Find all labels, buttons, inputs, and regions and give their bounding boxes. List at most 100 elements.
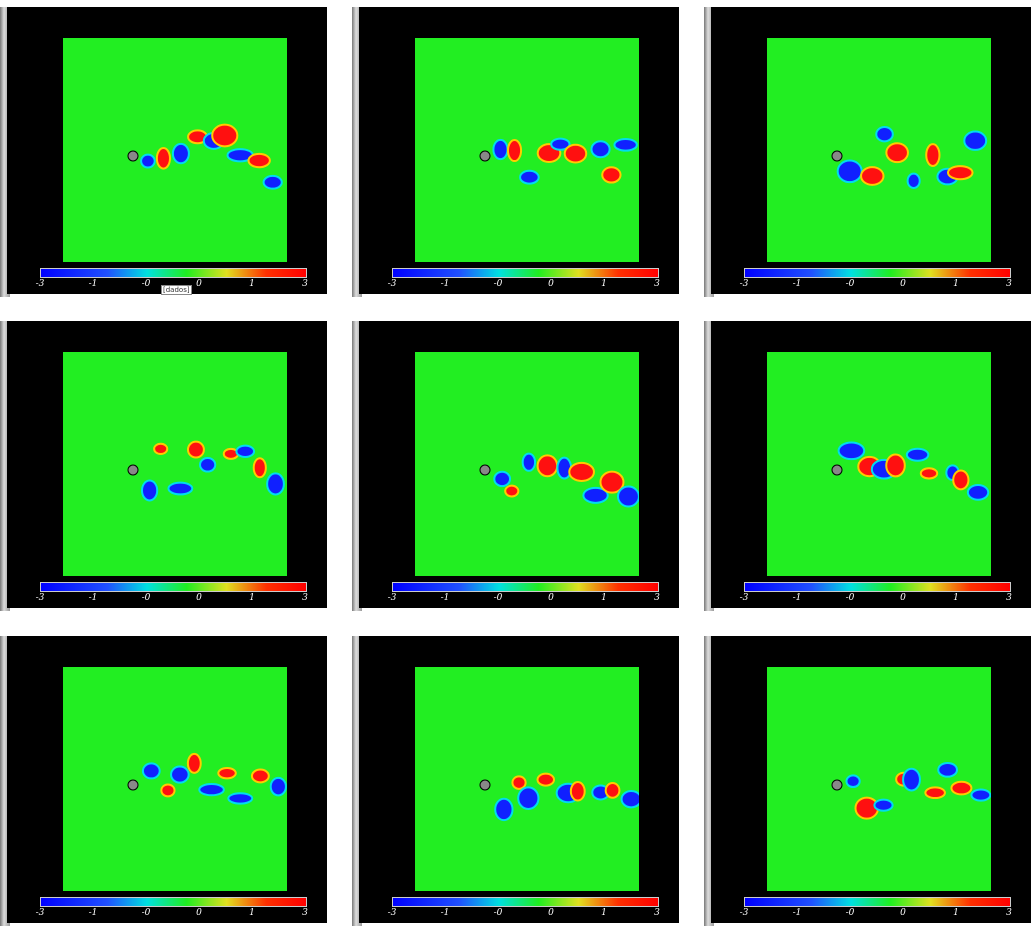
colorbar-tick-label: -0 (494, 593, 503, 603)
viewport: -3 -1 -0 0 1 3 (359, 636, 679, 923)
viewport: -3 -1 -0 0 1 3 (359, 7, 679, 294)
colorbar-tick-label: -3 (388, 279, 397, 289)
colorbar-tick-label: -0 (494, 908, 503, 918)
colorbar-tick-label: -3 (740, 908, 749, 918)
viz-panel: -3 -1 -0 0 1 3 (352, 636, 682, 926)
vortices (415, 667, 639, 891)
colorbar-tick-label: 3 (302, 593, 308, 603)
vortices (415, 352, 639, 576)
colorbar-tick-label: 3 (302, 908, 308, 918)
colorbar-tick-label: -3 (36, 908, 45, 918)
colorbar (392, 268, 659, 278)
colorbar-tick-label: 1 (249, 908, 255, 918)
colorbar (744, 268, 1011, 278)
vortices (63, 352, 287, 576)
colorbar (40, 897, 307, 907)
colorbar-tick-label: -1 (793, 279, 802, 289)
vortices (63, 38, 287, 262)
colorbar (40, 582, 307, 592)
colorbar-tick-label: 0 (196, 908, 202, 918)
colorbar-tick-label: -1 (89, 279, 98, 289)
colorbar (392, 582, 659, 592)
vortices (63, 667, 287, 891)
colorbar-tick-label: -0 (846, 279, 855, 289)
colorbar-tick-label: 1 (953, 279, 959, 289)
colorbar-tick-label: 3 (1006, 279, 1012, 289)
vorticity-field (767, 352, 991, 576)
vorticity-field (63, 38, 287, 262)
viewport: -3 -1 -0 0 1 3 (711, 7, 1031, 294)
colorbar-tick-label: 1 (249, 279, 255, 289)
colorbar-tick-label: 1 (601, 908, 607, 918)
colorbar-tick-label: 0 (196, 279, 202, 289)
colorbar-tick-label: 3 (654, 908, 660, 918)
colorbar-tick-label: 1 (601, 279, 607, 289)
viewport: -3 -1 -0 0 1 3 (711, 321, 1031, 608)
colorbar-tick-label: -0 (494, 279, 503, 289)
viewport: -3 -1 -0 0 1 3 (7, 636, 327, 923)
colorbar-tick-label: 0 (548, 279, 554, 289)
colorbar-tick-label: 0 (196, 593, 202, 603)
colorbar-tick-label: 1 (249, 593, 255, 603)
page: -3 -1 -0 0 1 3 [dados] -3 -1 -0 0 1 3 -3 -1 -0 0 1 3 -3 -1 -0… (0, 0, 1035, 918)
colorbar-tick-label: 3 (654, 279, 660, 289)
viewport: -3 -1 -0 0 1 3 (359, 321, 679, 608)
colorbar-tick-label: 0 (900, 593, 906, 603)
colorbar-tick-label: -3 (740, 593, 749, 603)
colorbar-tick-label: 0 (900, 908, 906, 918)
colorbar-tick-label: -0 (142, 908, 151, 918)
colorbar-tick-label: -1 (89, 593, 98, 603)
colorbar-tick-label: 3 (654, 593, 660, 603)
colorbar-tick-label: -0 (142, 279, 151, 289)
viz-panel: -3 -1 -0 0 1 3 (704, 321, 1034, 611)
colorbar-tick-label: -1 (793, 908, 802, 918)
vorticity-field (415, 352, 639, 576)
viz-panel: -3 -1 -0 0 1 3 [dados] (0, 7, 330, 297)
colorbar-tick-label: -0 (846, 593, 855, 603)
colorbar (744, 582, 1011, 592)
colorbar-tick-label: -0 (142, 593, 151, 603)
vorticity-field (63, 667, 287, 891)
vorticity-field (415, 667, 639, 891)
viz-panel: -3 -1 -0 0 1 3 (352, 7, 682, 297)
colorbar-tick-label: -3 (740, 279, 749, 289)
colorbar-tick-label: -3 (388, 593, 397, 603)
colorbar-tick-label: -3 (36, 279, 45, 289)
vortices (767, 38, 991, 262)
colorbar-tick-label: 1 (601, 593, 607, 603)
colorbar-tick-label: 3 (302, 279, 308, 289)
colorbar-tick-label: -1 (89, 908, 98, 918)
viz-panel: -3 -1 -0 0 1 3 (352, 321, 682, 611)
viz-panel: -3 -1 -0 0 1 3 (0, 636, 330, 926)
colorbar-tick-label: -0 (846, 908, 855, 918)
colorbar-tick-label: 1 (953, 908, 959, 918)
vorticity-field (415, 38, 639, 262)
colorbar-tick-label: -1 (793, 593, 802, 603)
colorbar (744, 897, 1011, 907)
vortices (415, 38, 639, 262)
vortices (767, 352, 991, 576)
colorbar-tick-label: 3 (1006, 593, 1012, 603)
viz-panel: -3 -1 -0 0 1 3 (704, 636, 1034, 926)
colorbar (392, 897, 659, 907)
colorbar-tick-label: 0 (900, 279, 906, 289)
colorbar-tick-label: -3 (388, 908, 397, 918)
vorticity-field (63, 352, 287, 576)
colorbar-tick-label: 0 (548, 908, 554, 918)
colorbar-tick-label: -1 (441, 279, 450, 289)
viewport: -3-1-0013 (7, 321, 327, 608)
colorbar-tick-label: -1 (441, 593, 450, 603)
tooltip: [dados] (161, 285, 192, 295)
colorbar-tick-label: -1 (441, 908, 450, 918)
vortices (767, 667, 991, 891)
vorticity-field (767, 667, 991, 891)
viewport: -3 -1 -0 0 1 3 [dados] (7, 7, 327, 294)
colorbar-tick-label: 3 (1006, 908, 1012, 918)
colorbar-tick-label: 0 (548, 593, 554, 603)
viewport: -3 -1 -0 0 1 3 (711, 636, 1031, 923)
viz-panel: -3 -1 -0 0 1 3 (704, 7, 1034, 297)
colorbar (40, 268, 307, 278)
colorbar-tick-label: 1 (953, 593, 959, 603)
vorticity-field (767, 38, 991, 262)
